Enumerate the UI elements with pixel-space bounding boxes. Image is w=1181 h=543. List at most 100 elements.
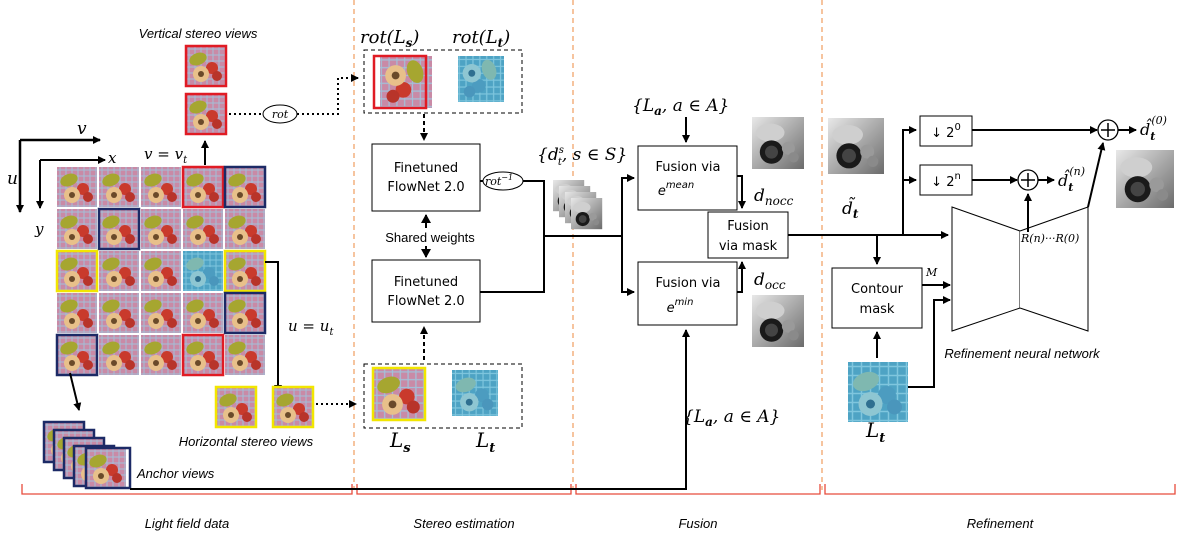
light-field-view: [99, 167, 139, 207]
horizontal-views-label: Horizontal stereo views: [179, 434, 314, 449]
light-field-grid: [55, 165, 267, 377]
shared-weights-label: Shared weights: [385, 230, 475, 245]
svg-text:FlowNet 2.0: FlowNet 2.0: [387, 180, 464, 195]
light-field-view: [225, 209, 265, 249]
svg-text:↓ 20: ↓ 20: [931, 122, 961, 141]
fusion-mean-box: Fusion via emean: [637, 145, 738, 211]
downsample-0-box: ↓ 20: [919, 115, 973, 147]
contour-mask-box: Contour mask: [831, 267, 923, 329]
light-field-view: [97, 207, 141, 251]
svg-text:Finetuned: Finetuned: [394, 161, 458, 176]
svg-text:Fusion via: Fusion via: [656, 276, 721, 291]
axis-u-label: u: [7, 169, 18, 189]
light-field-view: [183, 251, 223, 291]
mean-to-mask-arrow: [737, 175, 746, 209]
shared-weights-bg: [370, 228, 490, 246]
refine-depth-image: [828, 118, 884, 174]
light-field-view: [55, 249, 99, 293]
rot-to-rotated-arrow: [297, 74, 359, 115]
d-nocc-label: dnocc: [754, 186, 794, 208]
refine-lt-image: [848, 362, 908, 422]
light-field-view: [57, 167, 97, 207]
light-field-view: [141, 335, 181, 375]
disparity-stack: [553, 180, 603, 230]
svg-text:Contour: Contour: [851, 282, 904, 297]
ds-set-label: {ds t, s ∈ S}: [537, 145, 627, 168]
horizontal-view-2: [271, 385, 315, 429]
anchor-to-fusion-line: [130, 329, 690, 490]
rot-ls-label: rot(Ls): [360, 27, 419, 50]
net-to-sum0-arrow: [1087, 142, 1106, 208]
light-field-view: [99, 335, 139, 375]
anchor-views-label: Anchor views: [136, 466, 215, 481]
vertical-view-1: [184, 44, 228, 88]
ls-label: Ls: [389, 428, 411, 456]
depth-occ-image: [752, 295, 804, 347]
m-label: M: [925, 266, 938, 279]
light-field-view: [55, 333, 99, 377]
light-field-view: [223, 291, 267, 335]
axis-v-label: v: [77, 119, 87, 139]
svg-text:Fusion via: Fusion via: [656, 160, 721, 175]
vertical-view-2: [184, 92, 228, 136]
svg-text:Finetuned: Finetuned: [394, 275, 458, 290]
fusion-min-box: Fusion via emin: [637, 261, 738, 326]
to-min-arrow: [621, 236, 635, 296]
light-field-view: [99, 293, 139, 333]
vertical-views-label: Vertical stereo views: [139, 26, 258, 41]
rotated-pair-box: [363, 49, 523, 114]
sum-node-n: [1017, 169, 1039, 191]
dhatn-label: d̂t(n): [1058, 165, 1085, 194]
to-down0-arrow: [902, 126, 917, 235]
svg-text:Fusion: Fusion: [727, 219, 769, 234]
network-label: Refinement neural network: [944, 346, 1101, 361]
light-field-view: [141, 293, 181, 333]
rot-label: rot: [272, 108, 289, 121]
light-field-view: [141, 251, 181, 291]
ut-down-arrow: [265, 261, 282, 393]
svg-text:emean: emean: [658, 180, 694, 199]
light-field-view: [99, 251, 139, 291]
refine-lt-label: Lt: [865, 418, 885, 446]
flownet-top-box: Finetuned FlowNet 2.0: [371, 143, 481, 212]
to-mean-arrow: [621, 174, 635, 236]
section-label-light-field: Light field data: [145, 516, 230, 531]
depth-nocc-image: [752, 117, 804, 169]
light-field-view: [141, 167, 181, 207]
light-field-view: [183, 209, 223, 249]
shared-weights-arrowheads: [421, 214, 431, 258]
anchor-views-stack: [42, 420, 132, 490]
rotated-ls-image: [372, 54, 432, 110]
uv-axes: [16, 136, 106, 213]
lt-to-net-arrow: [907, 296, 951, 388]
downsample-n-box: ↓ 2n: [919, 164, 973, 196]
light-field-view: [183, 293, 223, 333]
axis-y-label: y: [34, 220, 44, 238]
svg-text:emin: emin: [667, 297, 694, 316]
sum-node-0: [1097, 119, 1119, 141]
light-field-view: [181, 333, 225, 377]
lt-image: [452, 370, 498, 416]
light-field-view: [141, 209, 181, 249]
light-field-view: [225, 335, 265, 375]
light-field-view: [223, 165, 267, 209]
dtilde-label: d̃t: [842, 197, 859, 221]
d-occ-label: docc: [754, 270, 786, 292]
v-eq-label: v = vt: [144, 145, 188, 166]
r-label: R(n)···R(0): [1020, 232, 1079, 245]
horizontal-view-1: [214, 385, 258, 429]
section-label-refinement: Refinement: [967, 516, 1035, 531]
la-set-bottom-label: {La, a ∈ A}: [683, 407, 780, 429]
refinement-network: [951, 206, 1089, 332]
stereo-pair-box: [363, 363, 523, 429]
rotated-lt-image: [458, 56, 504, 102]
light-field-view: [57, 293, 97, 333]
dhat0-label: d̂t(0): [1140, 114, 1167, 143]
output-depth-image: [1116, 150, 1174, 208]
fusion-mask-box: Fusion via mask: [707, 211, 789, 259]
anchor-arrow: [69, 372, 82, 411]
svg-text:FlowNet 2.0: FlowNet 2.0: [387, 294, 464, 309]
lt-label: Lt: [475, 428, 495, 456]
svg-text:via mask: via mask: [719, 239, 778, 254]
